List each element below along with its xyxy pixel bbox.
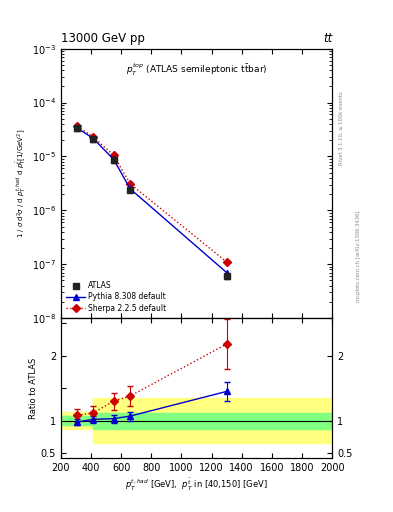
Text: ATLAS_2019_I1750330: ATLAS_2019_I1750330 — [156, 321, 237, 328]
Y-axis label: Ratio to ATLAS: Ratio to ATLAS — [29, 357, 38, 419]
Y-axis label: 1 / $\sigma$ d$^2\!\sigma$ / d $p_T^{t,had}$ d $p_T^{\bar{t}}$[1/GeV$^2$]: 1 / $\sigma$ d$^2\!\sigma$ / d $p_T^{t,h… — [15, 129, 29, 238]
Text: 13000 GeV pp: 13000 GeV pp — [61, 32, 145, 45]
Text: Rivet 3.1.10, ≥ 100k events: Rivet 3.1.10, ≥ 100k events — [339, 91, 344, 165]
Legend: ATLAS, Pythia 8.308 default, Sherpa 2.2.5 default: ATLAS, Pythia 8.308 default, Sherpa 2.2.… — [65, 280, 168, 314]
Text: mcplots.cern.ch [arXiv:1306.3436]: mcplots.cern.ch [arXiv:1306.3436] — [356, 210, 361, 302]
X-axis label: $p_T^{t,had}$ [GeV],  $p_T^{\bar{t}}$ in [40,150] [GeV]: $p_T^{t,had}$ [GeV], $p_T^{\bar{t}}$ in … — [125, 477, 268, 494]
Text: $p_T^{top}$ (ATLAS semileptonic t$\bar{\rm t}$bar): $p_T^{top}$ (ATLAS semileptonic t$\bar{\… — [126, 62, 267, 78]
Text: tt: tt — [323, 32, 332, 45]
